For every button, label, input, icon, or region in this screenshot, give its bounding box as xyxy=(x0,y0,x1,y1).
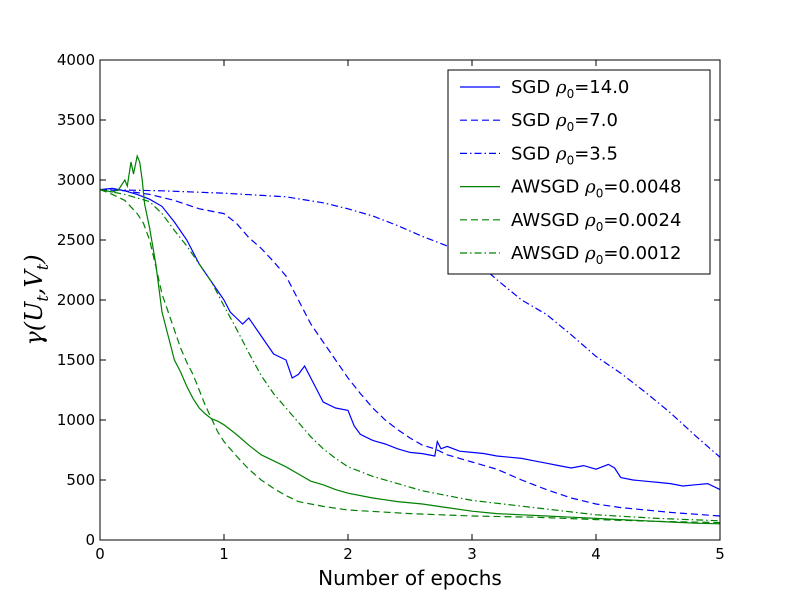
legend: SGD ρ0=14.0 SGD ρ0=7.0 SGD ρ0=3.5 AWSGD ρ0=… xyxy=(447,69,711,275)
x-tick-label: 2 xyxy=(343,545,353,563)
y-tick-label: 3500 xyxy=(57,111,95,129)
legend-box xyxy=(447,69,711,275)
x-axis-label: Number of epochs xyxy=(318,566,502,590)
x-tick-label: 3 xyxy=(467,545,477,563)
legend-label: SGD ρ0=7.0 xyxy=(511,110,618,134)
series-line xyxy=(100,189,720,522)
x-tick-label: 0 xyxy=(95,545,105,563)
y-axis-label: γ(Ut,Vt) xyxy=(20,254,52,345)
y-tick-label: 1500 xyxy=(57,351,95,369)
y-tick-label: 3000 xyxy=(57,171,95,189)
legend-label: AWSGD ρ0=0.0024 xyxy=(511,210,681,234)
legend-label: SGD ρ0=14.0 xyxy=(511,77,629,101)
series-line xyxy=(100,189,720,517)
series-line xyxy=(100,189,720,524)
y-axis: 0 500 1000 1500 2000 2500 3000 3500 4000 xyxy=(57,51,720,549)
x-axis: 0 1 2 3 4 5 xyxy=(95,60,725,563)
legend-label: AWSGD ρ0=0.0048 xyxy=(511,177,681,201)
y-tick-label: 2000 xyxy=(57,291,95,309)
x-tick-label: 5 xyxy=(715,545,725,563)
series-line xyxy=(100,153,720,525)
y-tick-label: 2500 xyxy=(57,231,95,249)
legend-label: SGD ρ0=3.5 xyxy=(511,143,618,167)
x-tick-label: 1 xyxy=(219,545,229,563)
x-tick-label: 4 xyxy=(591,545,601,563)
legend-label: AWSGD ρ0=0.0012 xyxy=(511,243,681,267)
y-tick-label: 1000 xyxy=(57,411,95,429)
y-tick-label: 500 xyxy=(66,471,95,489)
series-line xyxy=(100,187,720,491)
y-tick-label: 0 xyxy=(85,531,95,549)
y-tick-label: 4000 xyxy=(57,51,95,69)
